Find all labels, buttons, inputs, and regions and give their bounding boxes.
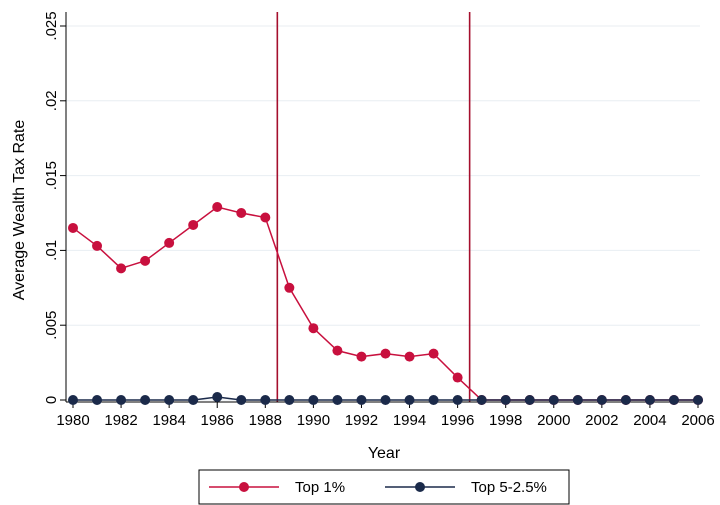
- legend-label: Top 1%: [295, 479, 345, 496]
- data-point: [140, 255, 151, 266]
- data-point: [164, 395, 175, 405]
- data-point: [116, 263, 127, 274]
- y-tick-label: .02: [43, 90, 60, 111]
- y-tick-label: .005: [43, 311, 60, 340]
- y-tick-label: .015: [43, 161, 60, 190]
- data-point: [452, 395, 463, 405]
- x-tick-label: 1992: [345, 412, 378, 429]
- data-point: [68, 222, 78, 233]
- x-tick-label: 1990: [297, 412, 330, 429]
- data-point: [500, 395, 511, 405]
- data-point: [524, 395, 535, 405]
- data-point: [620, 395, 631, 405]
- data-point: [332, 395, 343, 405]
- reference-lines: [276, 12, 471, 402]
- data-point: [212, 392, 223, 403]
- data-point: [164, 237, 175, 248]
- data-point: [380, 348, 391, 359]
- data-point: [284, 282, 295, 293]
- series-1: [68, 202, 703, 405]
- axes: 0 .005 .01 .015 .02 .025 1980 1982 1984 1986 1988 1…: [43, 11, 715, 429]
- data-point: [428, 348, 439, 359]
- data-point: [236, 208, 247, 218]
- data-point: [92, 395, 103, 405]
- data-series: [68, 202, 703, 405]
- x-tick-label: 1998: [489, 412, 522, 429]
- data-point: [380, 395, 391, 405]
- data-point: [404, 395, 415, 405]
- legend-swatch-marker: [415, 482, 425, 492]
- data-point: [644, 395, 655, 405]
- data-point: [308, 395, 319, 405]
- x-tick-label: 2004: [633, 412, 666, 429]
- x-tick-label: 1988: [249, 412, 282, 429]
- data-point: [188, 219, 199, 230]
- data-point: [212, 202, 223, 213]
- data-point: [188, 395, 199, 405]
- data-point: [284, 395, 295, 405]
- data-point: [404, 351, 415, 362]
- x-tick-label: 2000: [537, 412, 570, 429]
- data-point: [572, 395, 583, 405]
- data-point: [260, 395, 271, 405]
- x-tick-label: 1986: [201, 412, 234, 429]
- data-point: [668, 395, 679, 405]
- x-tick-label: 1984: [152, 412, 185, 429]
- data-point: [693, 395, 703, 405]
- data-point: [308, 323, 319, 334]
- data-point: [116, 395, 127, 405]
- series-line: [72, 206, 698, 401]
- data-point: [452, 372, 463, 383]
- data-point: [356, 395, 367, 405]
- data-point: [356, 351, 367, 362]
- x-tick-label: 1980: [56, 412, 89, 429]
- data-point: [260, 212, 271, 223]
- y-tick-label: .01: [43, 240, 60, 261]
- x-tick-label: 2006: [681, 412, 714, 429]
- x-tick-label: 1982: [104, 412, 137, 429]
- x-tick-label: 2002: [585, 412, 618, 429]
- y-tick-label: .025: [43, 11, 60, 40]
- grid-lines: [66, 25, 700, 401]
- data-point: [476, 395, 487, 405]
- data-point: [548, 395, 559, 405]
- data-point: [236, 395, 247, 405]
- x-axis-title: Year: [368, 445, 401, 462]
- x-tick-label: 1996: [441, 412, 474, 429]
- y-tick-label: 0: [43, 396, 60, 404]
- legend-label: Top 5-2.5%: [471, 479, 547, 496]
- data-point: [92, 240, 103, 251]
- series-2: [68, 392, 703, 405]
- data-point: [140, 395, 151, 405]
- y-axis-title: Average Wealth Tax Rate: [11, 120, 28, 301]
- data-point: [68, 395, 78, 405]
- x-tick-label: 1994: [393, 412, 426, 429]
- data-point: [596, 395, 607, 405]
- legend-swatch-marker: [239, 482, 249, 492]
- legend: Top 1% Top 5-2.5%: [198, 469, 570, 505]
- data-point: [332, 345, 343, 356]
- data-point: [428, 395, 439, 405]
